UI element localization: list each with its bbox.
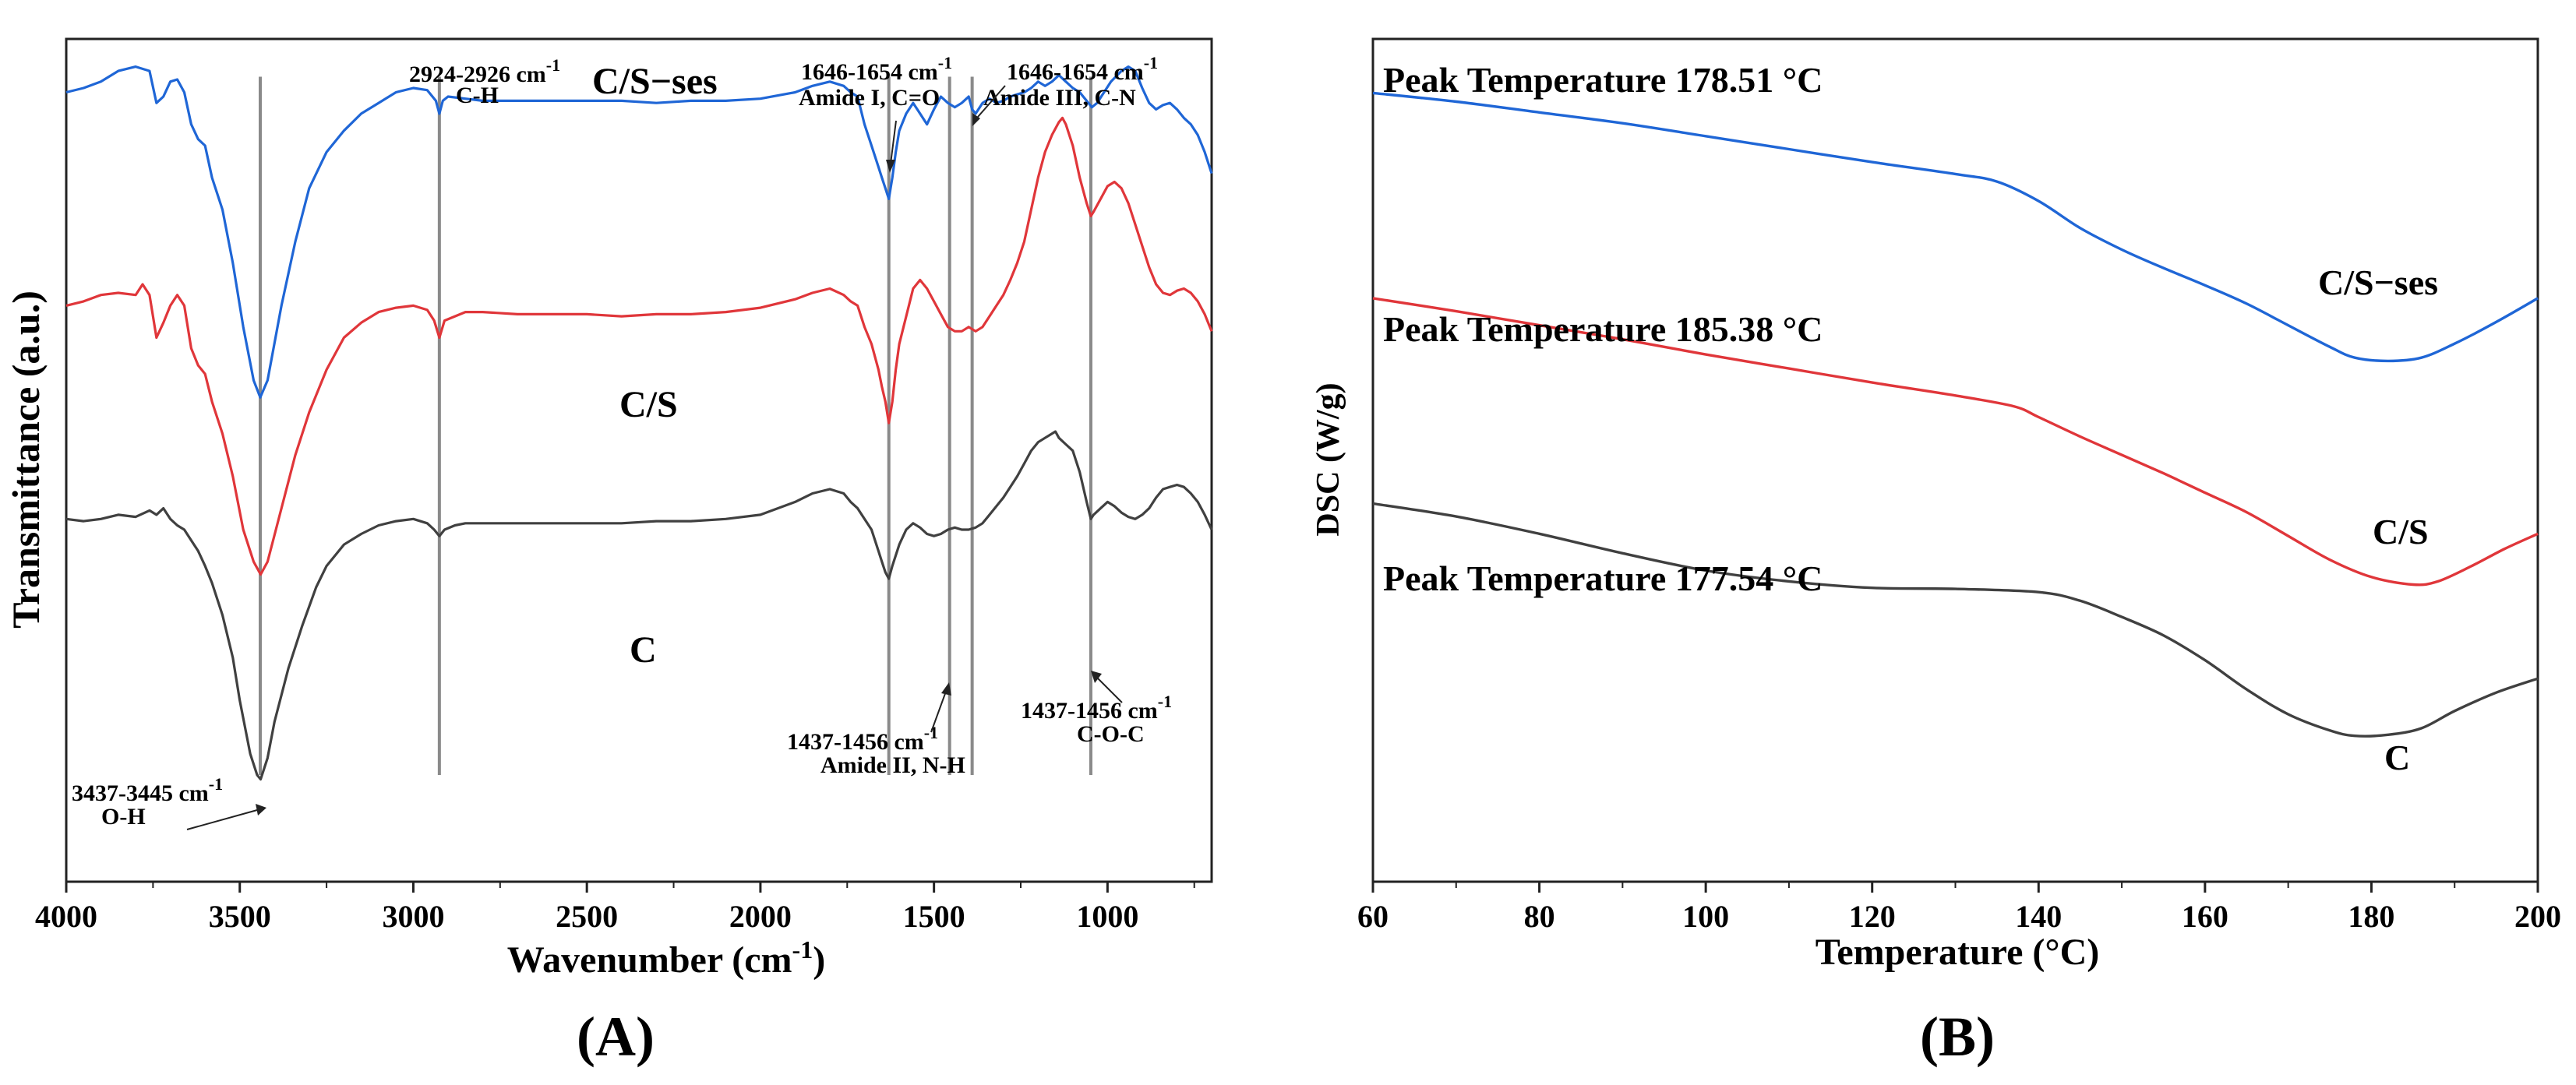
annotation-amide2-range: 1437-1456 cm-1 (787, 723, 938, 755)
ftir-x-tick-label: 4000 (35, 899, 97, 934)
dsc-curve-label-cs-ses: C/S−ses (2318, 262, 2438, 302)
annotation-amide3-group: Amide III, C-N (983, 85, 1136, 111)
dsc-x-tick-label: 160 (2182, 899, 2228, 934)
ftir-label-cs: C/S (619, 384, 678, 425)
dsc-series-line-cs-ses (1372, 91, 2539, 363)
ftir-label-c: C (630, 629, 657, 671)
dsc-peak-label-c: Peak Temperature 177.54 °C (1383, 558, 1823, 598)
annotation-amide1-arrow (890, 120, 897, 164)
annotation-oh: 3437-3445 cm-1 O-H (72, 774, 266, 830)
annotation-amide1-range: 1646-1654 cm-1 (801, 53, 952, 85)
ftir-x-tick-label: 1000 (1076, 899, 1138, 934)
ftir-plot-frame (65, 37, 1213, 883)
dsc-x-tick-label: 80 (1524, 899, 1555, 934)
dsc-x-tick-label: 200 (2514, 899, 2561, 934)
dsc-y-axis-label: DSC (W/g) (1311, 382, 1346, 536)
ftir-series-line-cs (65, 116, 1213, 576)
annotation-amide3-arrowhead (972, 113, 980, 126)
annotation-oh-arrow (186, 809, 258, 830)
ftir-label-cs-ses: C/S−ses (592, 61, 718, 102)
ftir-y-axis-label: Transmittance (a.u.) (4, 291, 48, 629)
annotation-coc: 1437-1456 cm-1 C-O-C (1021, 671, 1172, 747)
ftir-xlabel-close: ) (813, 939, 825, 981)
ftir-xlabel-main: Wavenumber (cm (507, 939, 792, 981)
annotation-coc-group: C-O-C (1077, 721, 1145, 747)
dsc-x-tick-label: 120 (1849, 899, 1896, 934)
annotation-amide1-arrowhead (886, 160, 895, 173)
dsc-panel: 60 80 100 120 140 160 180 200 Temperature (°C) … (1311, 37, 2561, 1068)
panel-a-label: (A) (577, 1006, 655, 1068)
annotation-oh-range: 3437-3445 cm-1 (72, 774, 223, 806)
dsc-curve-label-c: C (2384, 738, 2410, 777)
annotation-coc-arrow (1096, 677, 1123, 703)
dsc-series-line-c (1372, 502, 2539, 738)
annotation-amide2-group: Amide II, N-H (820, 752, 965, 778)
annotation-amide3: 1646-1654 cm-1 Amide III, C-N (972, 53, 1158, 126)
ftir-series-group (65, 65, 1213, 781)
dsc-series-line-cs (1372, 297, 2539, 587)
dsc-peak-label-cs: Peak Temperature 185.38 °C (1383, 309, 1823, 349)
ftir-x-axis-label: Wavenumber (cm-1) (507, 935, 825, 981)
dsc-x-tick-label: 60 (1357, 899, 1389, 934)
annotation-oh-arrowhead (256, 804, 266, 816)
dsc-x-tick-label: 180 (2348, 899, 2394, 934)
dsc-x-tick-label: 140 (2015, 899, 2062, 934)
ftir-x-tick-label: 2500 (556, 899, 618, 934)
annotation-amide2-arrow (930, 689, 947, 733)
annotation-amide2-arrowhead (941, 682, 951, 696)
annotation-amide3-arrow (977, 85, 1006, 118)
annotation-amide1-group: Amide I, C=O (799, 85, 940, 111)
annotation-ch-range: 2924-2926 cm-1 (409, 55, 560, 87)
annotation-oh-group: O-H (101, 804, 146, 830)
dsc-plot-frame (1371, 37, 2539, 883)
dsc-curve-label-cs: C/S (2373, 512, 2429, 551)
panel-b-label: (B) (1920, 1006, 1995, 1068)
ftir-series-line-c (65, 430, 1213, 781)
ftir-x-tick-label: 1500 (903, 899, 965, 934)
annotation-ch-group: C-H (456, 83, 499, 108)
annotation-coc-range: 1437-1456 cm-1 (1021, 692, 1172, 724)
ftir-x-tick-label: 2000 (729, 899, 792, 934)
annotation-amide3-range: 1646-1654 cm-1 (1007, 53, 1158, 85)
ftir-series-line-cs-ses (65, 65, 1213, 399)
annotation-ch: 2924-2926 cm-1 C-H (409, 55, 560, 108)
annotation-amide2: 1437-1456 cm-1 Amide II, N-H (787, 682, 965, 778)
ftir-xlabel-sup: -1 (792, 935, 813, 963)
annotation-amide1: 1646-1654 cm-1 Amide I, C=O (799, 53, 952, 173)
dsc-x-axis-label: Temperature (°C) (1816, 932, 2099, 973)
dsc-series-group (1372, 91, 2539, 738)
ftir-panel: 4000 3500 3000 2500 2000 1500 1000 Wavenumber … (4, 37, 1213, 1068)
ftir-x-ticks: 4000 3500 3000 2500 2000 1500 1000 (35, 882, 1195, 934)
ftir-x-tick-label: 3000 (382, 899, 444, 934)
ftir-x-tick-label: 3500 (209, 899, 271, 934)
dsc-x-ticks: 60 80 100 120 140 160 180 200 (1357, 882, 2561, 934)
dsc-x-tick-label: 100 (1682, 899, 1729, 934)
ftir-reference-lines (259, 76, 1092, 776)
dsc-peak-label-cs-ses: Peak Temperature 178.51 °C (1383, 60, 1823, 100)
annotation-coc-arrowhead (1091, 671, 1102, 683)
